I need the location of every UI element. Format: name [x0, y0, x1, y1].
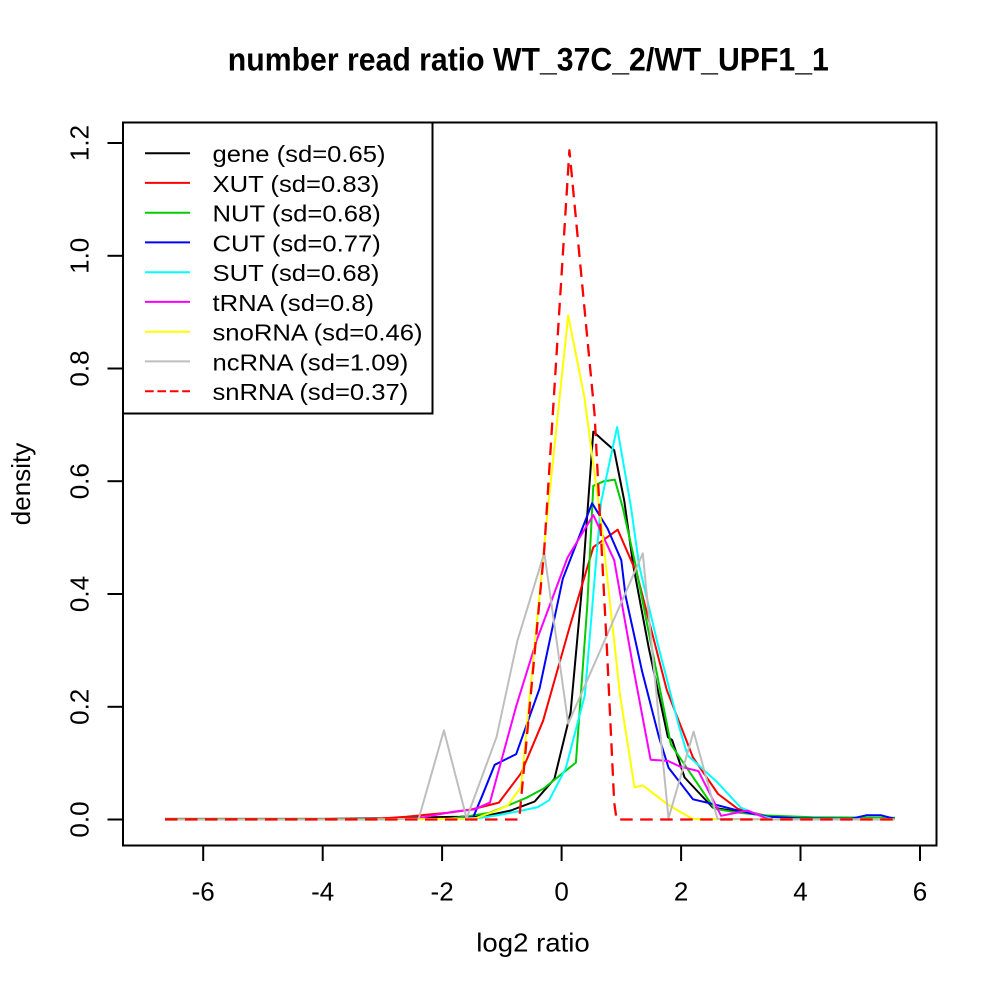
- svg-text:2: 2: [674, 877, 688, 907]
- svg-text:-4: -4: [311, 877, 334, 907]
- svg-text:gene (sd=0.65): gene (sd=0.65): [213, 141, 386, 167]
- svg-text:4: 4: [793, 877, 807, 907]
- svg-text:0.2: 0.2: [65, 689, 95, 725]
- svg-text:-2: -2: [431, 877, 454, 907]
- svg-text:NUT (sd=0.68): NUT (sd=0.68): [213, 201, 381, 227]
- svg-text:snoRNA (sd=0.46): snoRNA (sd=0.46): [213, 320, 423, 346]
- svg-text:XUT (sd=0.83): XUT (sd=0.83): [213, 171, 380, 197]
- svg-text:6: 6: [913, 877, 927, 907]
- svg-text:0.6: 0.6: [65, 463, 95, 499]
- svg-text:1.0: 1.0: [65, 238, 95, 274]
- svg-text:density: density: [6, 443, 36, 525]
- svg-text:0.4: 0.4: [65, 576, 95, 612]
- svg-text:-6: -6: [192, 877, 215, 907]
- svg-text:log2 ratio: log2 ratio: [476, 928, 590, 958]
- svg-text:SUT (sd=0.68): SUT (sd=0.68): [213, 260, 380, 286]
- svg-text:ncRNA (sd=1.09): ncRNA (sd=1.09): [213, 349, 409, 375]
- svg-text:number read ratio WT_37C_2/WT_: number read ratio WT_37C_2/WT_UPF1_1: [228, 42, 829, 78]
- svg-text:1.2: 1.2: [65, 125, 95, 161]
- svg-text:CUT (sd=0.77): CUT (sd=0.77): [213, 230, 381, 256]
- svg-text:snRNA (sd=0.37): snRNA (sd=0.37): [213, 379, 409, 405]
- svg-text:tRNA (sd=0.8): tRNA (sd=0.8): [213, 290, 375, 316]
- svg-text:0.0: 0.0: [65, 801, 95, 837]
- svg-text:0: 0: [554, 877, 568, 907]
- svg-text:0.8: 0.8: [65, 350, 95, 386]
